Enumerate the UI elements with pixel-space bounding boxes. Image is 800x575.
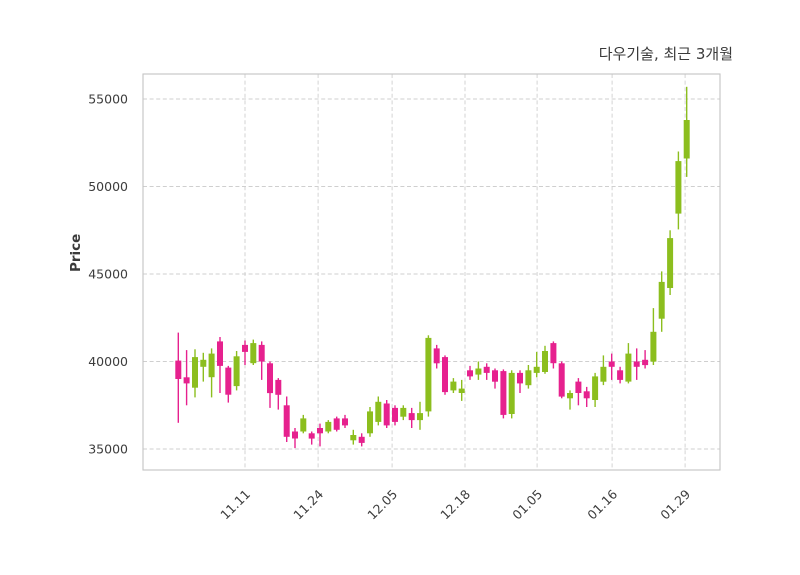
x-tick-label: 01.16 (584, 486, 620, 522)
y-tick-label: 35000 (88, 441, 128, 456)
y-tick-label: 50000 (88, 179, 128, 194)
candle-up (417, 401, 423, 430)
candle-up (658, 271, 665, 332)
candle-down (500, 369, 507, 419)
x-tick-label: 12.05 (364, 487, 400, 523)
candle-up (675, 151, 682, 230)
candle-down (392, 405, 398, 426)
candle-down (358, 433, 365, 447)
candle-up (542, 345, 548, 374)
candle-up (475, 361, 482, 380)
plot-border (142, 73, 721, 471)
candle-up (508, 370, 515, 419)
candle-up (450, 378, 457, 393)
candle-down (617, 366, 624, 384)
candle-down (608, 353, 615, 380)
candle-down (483, 363, 490, 380)
y-tick-label: 45000 (88, 266, 128, 281)
candle-up (350, 429, 357, 445)
x-tick-label: 11.11 (217, 487, 253, 523)
candle-down (433, 344, 440, 369)
candle-down (583, 386, 590, 407)
candle-down (308, 431, 315, 445)
candle-down (267, 361, 273, 408)
chart-title: 다우기술, 최근 3개월 (598, 45, 733, 63)
candle-down (258, 341, 265, 380)
candle-up (683, 86, 690, 177)
candle-down (283, 396, 290, 442)
y-tick-label: 40000 (88, 354, 128, 369)
x-tick-label: 12.18 (437, 486, 473, 522)
candle-up (425, 335, 432, 417)
candle-down (383, 400, 390, 428)
candle-up (533, 351, 540, 378)
x-tick-label: 11.24 (290, 486, 326, 522)
candle-up (650, 308, 657, 365)
candle-up (458, 379, 465, 401)
candle-down (342, 414, 348, 428)
candle-up (367, 407, 373, 437)
candle-down (550, 341, 557, 369)
candle-down (242, 340, 248, 365)
candle-down (317, 423, 323, 447)
candle-up (525, 365, 532, 389)
candle-down (558, 361, 565, 399)
x-tick-label: 01.29 (657, 486, 693, 522)
candle-down (642, 350, 649, 369)
candle-up (300, 414, 307, 434)
candle-down (633, 348, 640, 380)
candle-up (208, 348, 215, 398)
candle-up (625, 343, 632, 384)
y-tick-label: 55000 (88, 91, 128, 106)
candle-down (467, 365, 473, 380)
candle-up (250, 339, 257, 365)
candle-up (200, 352, 207, 382)
candle-down (225, 365, 232, 403)
candle-down (292, 428, 298, 449)
candle-up (567, 390, 573, 410)
candle-up (592, 372, 599, 407)
candle-down (408, 407, 415, 428)
candle-up (400, 405, 407, 421)
candle-down (333, 416, 340, 432)
candle-up (233, 351, 240, 391)
candle-down (275, 378, 282, 410)
candle-down (183, 350, 190, 406)
candle-down (517, 370, 523, 393)
candle-down (492, 368, 498, 389)
candle-down (175, 332, 182, 423)
candle-down (442, 355, 448, 395)
candle-down (217, 337, 223, 393)
candle-up (667, 230, 674, 295)
candle-up (325, 420, 332, 434)
candle-down (575, 378, 582, 406)
x-tick-label: 01.05 (509, 487, 545, 523)
candle-up (375, 396, 382, 426)
candle-up (192, 349, 198, 398)
candle-up (600, 355, 607, 386)
